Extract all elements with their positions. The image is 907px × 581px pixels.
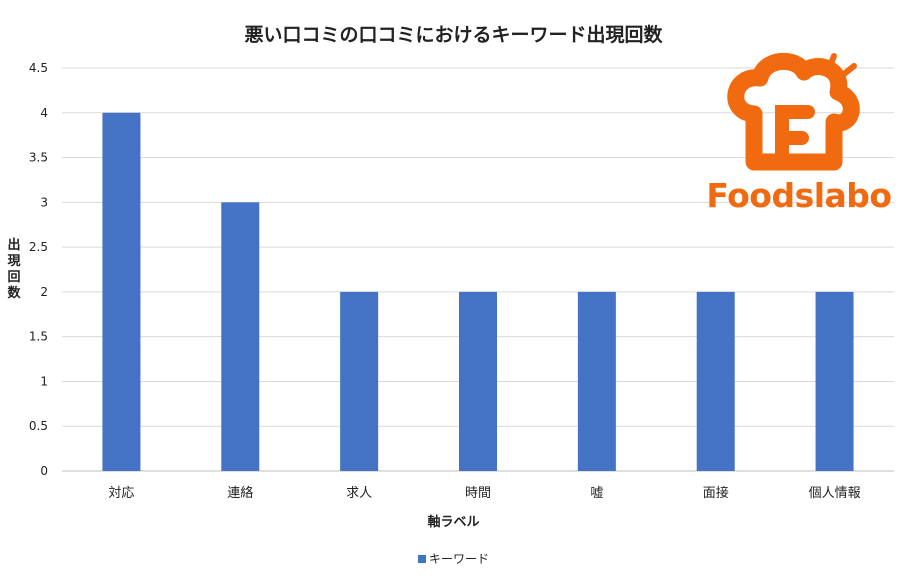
x-tick-label: 面接 xyxy=(703,485,729,501)
y-tick-labels: 0 0.5 1 1.5 2 2.5 3 3.5 4 4.5 xyxy=(29,61,48,478)
x-tick-labels: 対応 連絡 求人 時間 嘘 面接 個人情報 xyxy=(108,485,860,501)
logo-text: Foodslabo xyxy=(706,176,892,215)
x-tick-label: 対応 xyxy=(108,486,134,501)
bar-対応 xyxy=(102,112,141,472)
bar-面接 xyxy=(696,291,735,471)
bar-時間 xyxy=(459,291,497,471)
chef-hat-icon xyxy=(727,52,860,171)
y-tick-label: 3.5 xyxy=(29,151,48,165)
y-tick-label: 1.5 xyxy=(29,330,48,344)
y-tick-label: 0 xyxy=(40,464,48,478)
x-tick-label: 時間 xyxy=(465,486,491,501)
bar-求人 xyxy=(340,291,379,471)
legend-label: キーワード xyxy=(428,552,489,566)
bar-嘘 xyxy=(577,291,616,471)
y-tick-label: 0.5 xyxy=(29,419,48,433)
y-tick-label: 4.5 xyxy=(29,61,48,75)
x-tick-label: 求人 xyxy=(346,486,372,501)
bars xyxy=(102,112,854,472)
y-tick-label: 4 xyxy=(40,106,48,120)
x-tick-label: 嘘 xyxy=(590,486,603,501)
x-axis-title: 軸ラベル xyxy=(427,515,480,530)
y-tick-label: 3 xyxy=(40,195,48,209)
y-tick-label: 2 xyxy=(40,285,48,299)
bar-個人情報 xyxy=(815,291,854,471)
chart-title: 悪い口コミの口コミにおけるキーワード出現回数 xyxy=(244,24,663,46)
y-axis-title: 出現回数 xyxy=(7,238,21,301)
legend-swatch xyxy=(417,555,426,563)
foodslabo-logo: Foodslabo xyxy=(704,52,894,222)
y-tick-label: 1 xyxy=(40,374,48,388)
x-tick-label: 連絡 xyxy=(227,485,253,501)
legend: キーワード xyxy=(0,550,907,567)
x-tick-label: 個人情報 xyxy=(809,486,861,501)
y-tick-label: 2.5 xyxy=(29,240,48,254)
bar-連絡 xyxy=(221,202,260,472)
